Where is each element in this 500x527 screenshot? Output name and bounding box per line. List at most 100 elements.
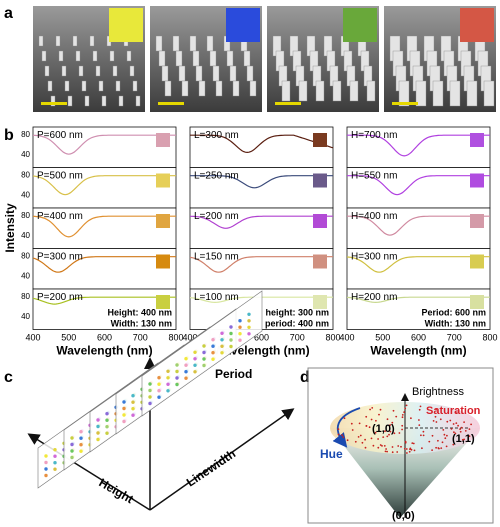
color-dot bbox=[193, 357, 197, 361]
pillar bbox=[92, 50, 98, 62]
spectrum-curve bbox=[190, 215, 333, 229]
pillar bbox=[209, 50, 217, 67]
color-point bbox=[384, 430, 386, 433]
color-dot bbox=[148, 401, 152, 406]
color-dot bbox=[44, 460, 48, 465]
x-tick-label: 500 bbox=[375, 333, 390, 343]
color-point bbox=[400, 445, 402, 448]
pillar bbox=[72, 35, 78, 47]
color-dot bbox=[175, 376, 179, 380]
color-point bbox=[431, 449, 433, 451]
color-point bbox=[444, 437, 447, 440]
color-dot bbox=[175, 363, 179, 367]
spectrum-label: L=250 nm bbox=[194, 171, 239, 182]
color-point bbox=[401, 428, 403, 431]
color-dots bbox=[148, 312, 251, 406]
color-point bbox=[388, 433, 390, 436]
color-point bbox=[392, 409, 395, 412]
color-dot bbox=[220, 344, 224, 348]
color-point bbox=[379, 444, 382, 446]
color-dot bbox=[229, 344, 233, 349]
color-point bbox=[395, 415, 398, 418]
pillar bbox=[155, 35, 163, 52]
y-tick-label: 80 bbox=[21, 292, 30, 301]
color-point bbox=[396, 451, 399, 453]
spectrum-label: P=500 nm bbox=[37, 171, 83, 182]
color-point bbox=[379, 408, 382, 411]
pillar bbox=[483, 80, 495, 107]
color-dot bbox=[193, 350, 197, 354]
color-point bbox=[435, 446, 437, 449]
plot-frame bbox=[189, 248, 334, 290]
x-tick-label: 700 bbox=[290, 333, 305, 343]
pillar bbox=[44, 65, 50, 77]
spectrum-label: H=300 nm bbox=[351, 252, 397, 263]
color-dot bbox=[148, 382, 152, 386]
color-dot bbox=[184, 370, 188, 374]
color-dot bbox=[53, 454, 57, 458]
color-point bbox=[351, 429, 354, 431]
color-point bbox=[411, 442, 414, 444]
plot-frame bbox=[346, 126, 491, 168]
color-point bbox=[341, 434, 343, 437]
spectrum-label: L=100 nm bbox=[194, 292, 239, 303]
x-axis-label: Wavelength (nm) bbox=[370, 344, 466, 358]
color-point bbox=[445, 445, 448, 448]
color-point bbox=[418, 424, 421, 426]
pillar bbox=[158, 50, 166, 67]
color-dot bbox=[79, 443, 83, 447]
color-points bbox=[337, 404, 472, 454]
pillar bbox=[101, 95, 107, 107]
scale-bar bbox=[275, 102, 301, 105]
y-tick-label: 80 bbox=[21, 130, 30, 139]
plot-frame bbox=[189, 167, 334, 209]
color-point bbox=[431, 434, 434, 437]
sample-plane bbox=[141, 290, 263, 417]
color-point bbox=[383, 445, 386, 447]
spectrum-label: H=700 nm bbox=[351, 130, 397, 141]
pillar bbox=[195, 65, 203, 82]
color-dot bbox=[157, 395, 161, 399]
pillar bbox=[109, 50, 115, 62]
color-dot bbox=[131, 413, 135, 417]
plane-sheet bbox=[141, 290, 263, 417]
spectrum-panel: 80 40 P=200 nm bbox=[21, 288, 177, 330]
color-point bbox=[364, 446, 367, 449]
linewidth-axis bbox=[149, 408, 295, 511]
color-point bbox=[403, 411, 405, 413]
period-label: Period bbox=[215, 367, 252, 381]
spectrum-label: H=550 nm bbox=[351, 171, 397, 182]
color-point bbox=[403, 447, 406, 450]
color-point bbox=[377, 438, 379, 440]
pillar bbox=[118, 95, 124, 107]
color-swatch bbox=[156, 254, 170, 269]
color-dot bbox=[193, 370, 197, 374]
spectrum-curve bbox=[347, 134, 490, 157]
color-point bbox=[460, 426, 463, 429]
color-point bbox=[391, 421, 394, 424]
color-point bbox=[386, 435, 389, 438]
pillar bbox=[164, 80, 172, 97]
color-dot bbox=[148, 388, 152, 393]
x-tick-label: 700 bbox=[447, 333, 462, 343]
pillar bbox=[58, 50, 64, 62]
color-dot bbox=[105, 431, 109, 435]
pillar bbox=[50, 95, 56, 107]
color-point bbox=[365, 425, 368, 427]
height-label: Height bbox=[97, 475, 136, 506]
spectrum-curve bbox=[190, 175, 333, 189]
pillar bbox=[41, 50, 47, 62]
plot-frame bbox=[189, 126, 334, 168]
point-1-0-label: (1,0) bbox=[372, 423, 395, 435]
color-point bbox=[439, 418, 442, 421]
color-point bbox=[428, 440, 431, 443]
spectrum-panel: 80 40 P=600 nm bbox=[21, 126, 177, 168]
y-tick-label: 40 bbox=[21, 150, 30, 159]
hue-label: Hue bbox=[320, 447, 343, 461]
pillar-array bbox=[155, 35, 257, 97]
color-point bbox=[386, 418, 389, 421]
color-point bbox=[342, 436, 345, 438]
color-dot bbox=[79, 449, 83, 453]
spectrum-panel: L=150 nm bbox=[189, 248, 334, 290]
color-dot bbox=[247, 325, 251, 329]
